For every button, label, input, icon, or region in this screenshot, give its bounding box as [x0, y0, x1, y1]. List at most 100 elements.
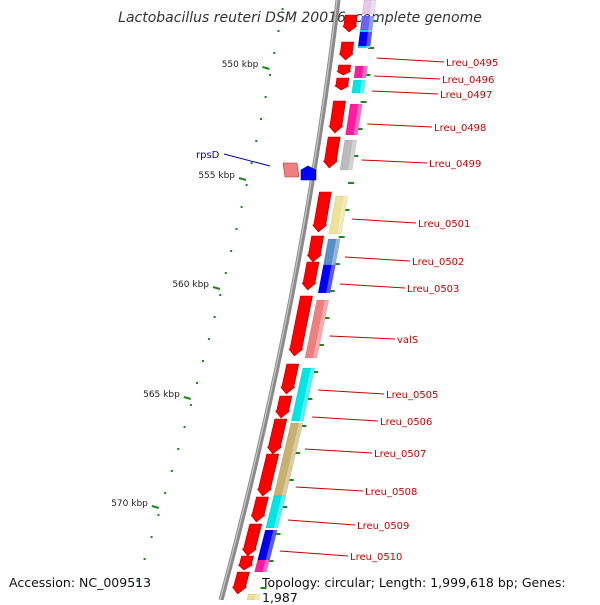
scale-dot: [150, 536, 153, 538]
genome-title: Lactobacillus reuteri DSM 20016, complet…: [118, 10, 482, 26]
scale-dot: [143, 558, 146, 560]
genome-backbone-highlight: [219, 0, 338, 600]
scale-dash: [333, 263, 340, 265]
gene-label: Lreu_0509: [357, 521, 409, 532]
label-leader-line: [371, 90, 439, 95]
label-leader-line: [351, 218, 417, 224]
scale-dash: [300, 425, 307, 427]
scale-dot: [230, 250, 233, 252]
accession-text: Accession: NC_009513: [9, 575, 152, 590]
scale-dash: [338, 236, 345, 238]
gene-label: Lreu_0506: [380, 417, 432, 428]
scale-dot: [277, 30, 280, 32]
scale-dot: [177, 448, 180, 450]
scale-dash: [260, 587, 267, 589]
scale-dot: [170, 470, 173, 472]
scale-dash: [323, 317, 330, 319]
scale-dot: [269, 74, 271, 76]
forward-gene-arrow: [241, 523, 263, 557]
scale-dash: [343, 209, 350, 211]
scale-dot: [183, 426, 186, 428]
kbp-label: 555 kbp: [198, 171, 235, 181]
scale-dot: [260, 118, 262, 120]
gene-label: Lreu_0510: [350, 552, 402, 563]
scale-dot: [219, 294, 222, 296]
label-leader-line: [312, 416, 379, 422]
topology-text: Topology: circular; Length: 1,999,618 bp…: [262, 575, 566, 605]
label-leader-line: [318, 389, 385, 395]
cds-bar-shade: [337, 196, 348, 234]
gene-label: valS: [397, 335, 418, 346]
label-leader-line: [344, 256, 411, 262]
cds-bar: [353, 65, 368, 79]
cds-bar: [362, 0, 377, 15]
cds-bar-shade: [368, 16, 374, 30]
forward-gene-arrow: [328, 100, 346, 134]
cds-bar: [290, 367, 316, 422]
cds-bar: [357, 31, 373, 47]
reverse-gene-arrow: [282, 162, 300, 178]
gene-label: Lreu_0503: [407, 284, 459, 295]
cds-bar-shade: [366, 32, 372, 46]
scale-dot: [255, 140, 258, 142]
scale-dot: [202, 360, 204, 362]
label-leader-line: [329, 335, 396, 340]
reverse-gene-arrow: [300, 165, 317, 181]
forward-gene-arrow: [231, 571, 250, 595]
scale-dot: [240, 206, 243, 208]
cds-bar: [246, 593, 261, 600]
label-leader-line: [367, 123, 433, 128]
cds-bar-shade: [262, 560, 270, 572]
forward-gene-arrow: [342, 14, 358, 33]
scale-dash: [281, 506, 288, 508]
cds-bar-shade: [273, 496, 286, 528]
gene-label: Lreu_0508: [365, 487, 417, 498]
scale-dot: [264, 96, 267, 98]
forward-gene-arrow: [301, 261, 320, 291]
cds-bar-shade: [370, 0, 376, 14]
scale-dash: [287, 479, 294, 481]
label-leader-line: [295, 486, 364, 492]
cds-bar-shade: [281, 423, 303, 496]
cds-bar-shade: [255, 594, 261, 600]
major-tick: [238, 177, 247, 181]
forward-gene-arrow: [237, 555, 254, 571]
scale-dash: [274, 533, 281, 535]
label-leader-line: [304, 448, 373, 454]
scale-dot: [235, 228, 238, 230]
cds-bar-shade: [313, 300, 329, 358]
scale-dash: [306, 398, 313, 400]
forward-gene-arrow: [306, 235, 325, 263]
label-leader-line: [376, 57, 445, 63]
kbp-label: 560 kbp: [172, 280, 209, 290]
scale-dot: [245, 184, 248, 186]
cds-bar: [304, 299, 330, 359]
scale-dot: [224, 272, 227, 274]
cds-bar-shade: [331, 239, 341, 265]
genome-backbone: [218, 0, 341, 600]
gene-label: Lreu_0497: [440, 90, 492, 101]
cds-bar-shade: [326, 265, 336, 293]
cds-bar: [351, 79, 366, 94]
cds-bar: [265, 495, 287, 529]
cds-bar: [328, 195, 348, 235]
scale-dash: [352, 155, 359, 157]
scale-dot: [164, 492, 167, 494]
forward-gene-arrow: [333, 77, 350, 91]
forward-gene-arrow: [266, 418, 288, 455]
kbp-label: 565 kbp: [143, 390, 180, 400]
scale-dash: [348, 182, 354, 184]
cds-bar: [345, 103, 363, 136]
forward-gene-arrow: [336, 64, 352, 76]
gene-label: Lreu_0496: [442, 75, 494, 86]
gene-label: Lreu_0499: [429, 159, 481, 170]
gene-label: Lreu_0505: [386, 390, 438, 401]
scale-dot: [207, 338, 210, 340]
cds-bar-shade: [299, 368, 315, 421]
forward-gene-arrow: [322, 136, 341, 169]
gene-label: rpsD: [196, 150, 220, 161]
scale-dash: [328, 290, 335, 292]
scale-dot: [281, 8, 284, 10]
scale-dash: [356, 128, 363, 130]
